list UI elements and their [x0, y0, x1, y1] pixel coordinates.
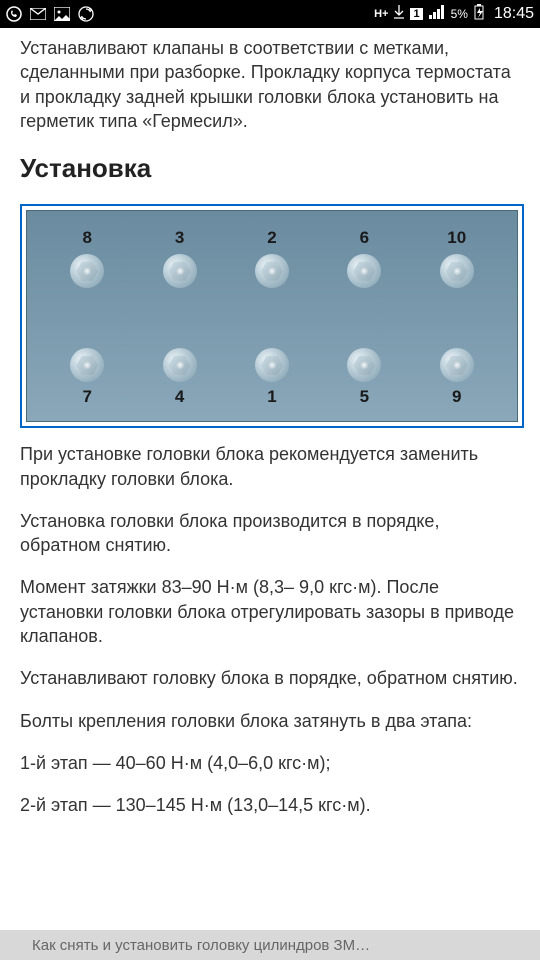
- intro-paragraph: Устанавливают клапаны в соответствии с м…: [20, 36, 524, 133]
- bolt-row-bottom: 7 4 1 5 9: [27, 348, 517, 409]
- bolt-diagram: 8 3 2 6 10 7 4 1 5 9: [20, 204, 524, 428]
- bolt-row-top: 8 3 2 6 10: [27, 227, 517, 288]
- bolt-icon: [255, 254, 289, 288]
- paragraph-2: Установка головки блока производится в п…: [20, 509, 524, 558]
- bolt-10: 10: [440, 227, 474, 288]
- paragraph-3: Момент затяжки 83–90 Н·м (8,3– 9,0 кгс·м…: [20, 575, 524, 648]
- bolt-1: 1: [255, 348, 289, 409]
- bolt-6: 6: [347, 227, 381, 288]
- article-content[interactable]: Устанавливают клапаны в соответствии с м…: [0, 28, 540, 818]
- bolt-9: 9: [440, 348, 474, 409]
- bolt-icon: [440, 254, 474, 288]
- clock: 18:45: [494, 5, 534, 23]
- bolt-4: 4: [163, 348, 197, 409]
- download-icon: [394, 5, 404, 23]
- sync-icon: [78, 6, 94, 22]
- bolt-icon: [70, 254, 104, 288]
- bolt-icon: [347, 348, 381, 382]
- sim-indicator: 1: [410, 8, 422, 20]
- bolt-icon: [163, 254, 197, 288]
- tab-title: Как снять и установить головку цилиндров…: [32, 937, 370, 954]
- bolt-icon: [440, 348, 474, 382]
- browser-tab[interactable]: Как снять и установить головку цилиндров…: [0, 930, 540, 960]
- hplus-indicator: H+: [374, 8, 388, 20]
- whatsapp-icon: [6, 6, 22, 22]
- status-left: [6, 6, 94, 22]
- bolt-icon: [70, 348, 104, 382]
- signal-icon: [429, 5, 445, 23]
- mail-icon: [30, 6, 46, 22]
- section-heading: Установка: [20, 151, 524, 186]
- status-right: H+ 1 5% 18:45: [374, 4, 534, 24]
- battery-percent: 5%: [451, 7, 468, 21]
- bolt-2: 2: [255, 227, 289, 288]
- bolt-icon: [255, 348, 289, 382]
- paragraph-1: При установке головки блока рекомендуетс…: [20, 442, 524, 491]
- paragraph-6: 1-й этап — 40–60 Н·м (4,0–6,0 кгс·м);: [20, 751, 524, 775]
- bolt-icon: [347, 254, 381, 288]
- status-bar: H+ 1 5% 18:45: [0, 0, 540, 28]
- paragraph-5: Болты крепления головки блока затянуть в…: [20, 709, 524, 733]
- paragraph-4: Устанавливают головку блока в порядке, о…: [20, 666, 524, 690]
- bolt-8: 8: [70, 227, 104, 288]
- image-icon: [54, 6, 70, 22]
- bolt-3: 3: [163, 227, 197, 288]
- battery-icon: [474, 4, 484, 24]
- bolt-7: 7: [70, 348, 104, 409]
- bolt-icon: [163, 348, 197, 382]
- paragraph-7: 2-й этап — 130–145 Н·м (13,0–14,5 кгс·м)…: [20, 793, 524, 817]
- bolt-diagram-inner: 8 3 2 6 10 7 4 1 5 9: [26, 210, 518, 422]
- bolt-5: 5: [347, 348, 381, 409]
